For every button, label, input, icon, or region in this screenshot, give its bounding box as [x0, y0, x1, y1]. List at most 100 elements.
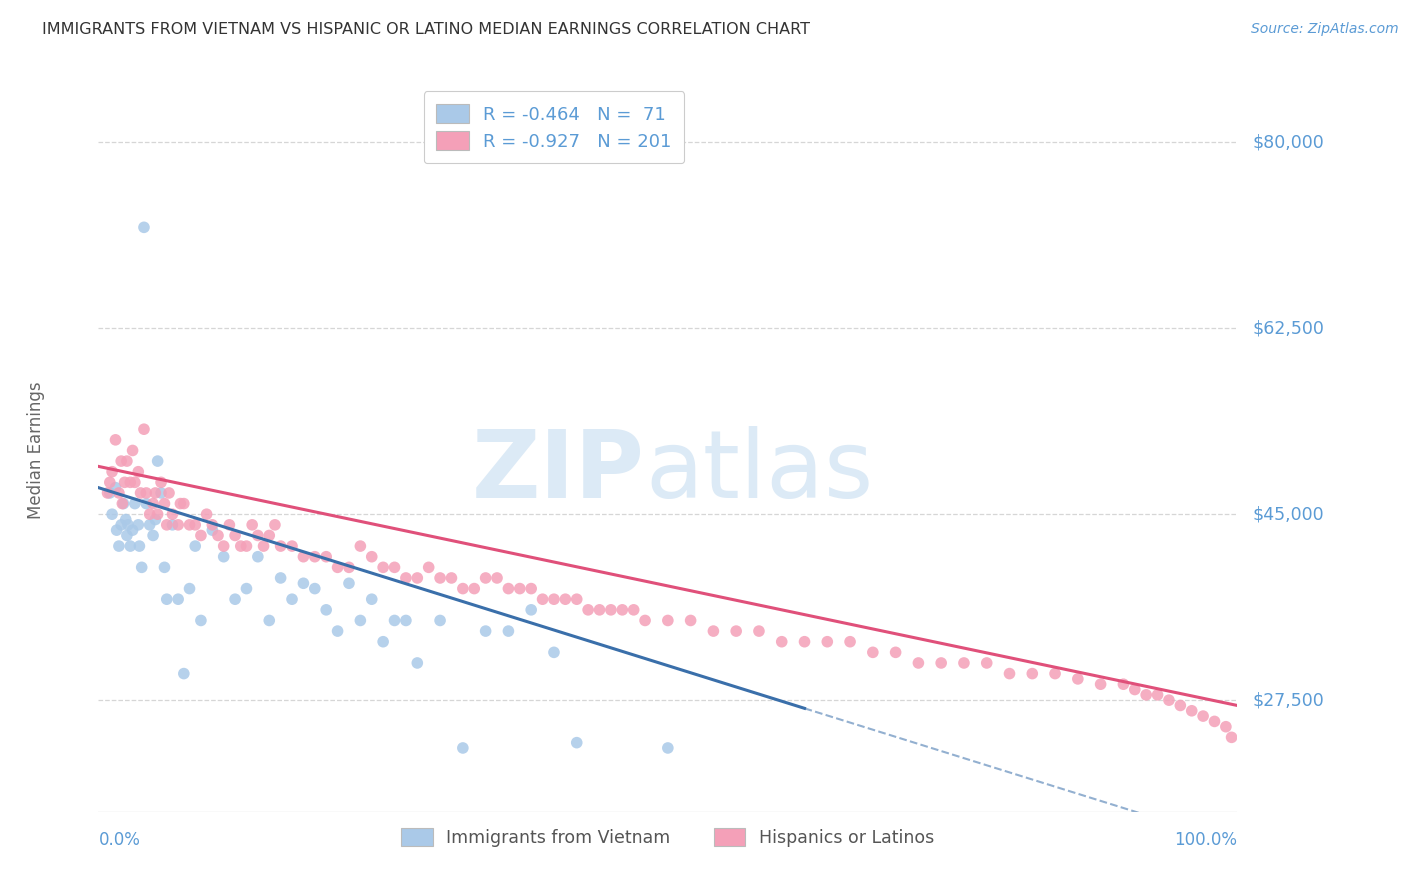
Point	[406, 571, 429, 585]
Point	[111, 497, 134, 511]
Point	[112, 497, 135, 511]
Point	[173, 497, 195, 511]
Point	[976, 656, 998, 670]
Point	[907, 656, 929, 670]
Point	[770, 634, 793, 648]
Point	[138, 507, 160, 521]
Point	[252, 539, 274, 553]
Point	[246, 549, 269, 564]
Point	[184, 539, 207, 553]
Point	[702, 624, 724, 639]
Point	[395, 614, 418, 628]
Point	[218, 517, 240, 532]
Point	[138, 517, 160, 532]
Point	[98, 486, 121, 500]
Point	[162, 507, 184, 521]
Point	[1192, 709, 1215, 723]
Point	[326, 624, 349, 639]
Point	[326, 560, 349, 574]
Text: 100.0%: 100.0%	[1174, 830, 1237, 849]
Point	[127, 517, 149, 532]
Text: 0.0%: 0.0%	[98, 830, 141, 849]
Point	[998, 666, 1021, 681]
Point	[201, 517, 224, 532]
Point	[270, 539, 292, 553]
Point	[657, 614, 679, 628]
Point	[235, 539, 257, 553]
Point	[337, 576, 360, 591]
Point	[146, 507, 169, 521]
Point	[259, 528, 281, 542]
Point	[509, 582, 531, 596]
Point	[543, 592, 565, 607]
Point	[292, 549, 315, 564]
Point	[1170, 698, 1192, 713]
Text: $62,500: $62,500	[1253, 319, 1324, 337]
Text: $80,000: $80,000	[1253, 133, 1324, 152]
Point	[451, 582, 474, 596]
Point	[146, 454, 169, 468]
Point	[395, 571, 418, 585]
Point	[184, 517, 207, 532]
Point	[748, 624, 770, 639]
Point	[212, 549, 235, 564]
Point	[554, 592, 576, 607]
Point	[124, 497, 146, 511]
Point	[105, 523, 128, 537]
Point	[520, 582, 543, 596]
Legend: Immigrants from Vietnam, Hispanics or Latinos: Immigrants from Vietnam, Hispanics or La…	[391, 817, 945, 857]
Point	[104, 433, 127, 447]
Point	[1157, 693, 1180, 707]
Point	[142, 528, 165, 542]
Point	[190, 614, 212, 628]
Point	[96, 486, 118, 500]
Point	[725, 624, 748, 639]
Point	[153, 560, 176, 574]
Point	[179, 517, 201, 532]
Point	[679, 614, 702, 628]
Point	[474, 624, 496, 639]
Point	[862, 645, 884, 659]
Point	[259, 614, 281, 628]
Point	[117, 517, 139, 532]
Text: Median Earnings: Median Earnings	[27, 382, 45, 519]
Point	[520, 603, 543, 617]
Point	[474, 571, 496, 585]
Point	[156, 592, 179, 607]
Point	[120, 475, 142, 490]
Point	[588, 603, 610, 617]
Point	[360, 592, 382, 607]
Point	[1215, 720, 1237, 734]
Point	[1043, 666, 1066, 681]
Point	[156, 517, 179, 532]
Point	[150, 486, 173, 500]
Point	[315, 603, 337, 617]
Point	[371, 560, 394, 574]
Point	[612, 603, 634, 617]
Point	[623, 603, 645, 617]
Point	[839, 634, 862, 648]
Point	[1123, 682, 1146, 697]
Point	[207, 528, 229, 542]
Point	[281, 539, 304, 553]
Point	[1112, 677, 1135, 691]
Point	[292, 576, 315, 591]
Point	[406, 656, 429, 670]
Point	[315, 549, 337, 564]
Point	[190, 528, 212, 542]
Point	[384, 614, 406, 628]
Point	[304, 549, 326, 564]
Point	[600, 603, 623, 617]
Point	[793, 634, 815, 648]
Point	[142, 497, 165, 511]
Point	[135, 497, 157, 511]
Point	[498, 624, 520, 639]
Point	[634, 614, 657, 628]
Point	[246, 528, 269, 542]
Point	[270, 571, 292, 585]
Point	[132, 422, 155, 436]
Point	[167, 517, 190, 532]
Point	[1067, 672, 1090, 686]
Point	[173, 666, 195, 681]
Point	[179, 582, 201, 596]
